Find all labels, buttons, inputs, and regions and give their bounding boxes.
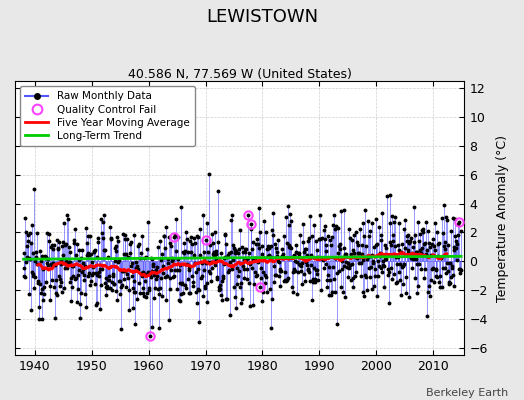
Title: 40.586 N, 77.569 W (United States): 40.586 N, 77.569 W (United States) [128,68,352,81]
Legend: Raw Monthly Data, Quality Control Fail, Five Year Moving Average, Long-Term Tren: Raw Monthly Data, Quality Control Fail, … [20,86,194,146]
Text: Berkeley Earth: Berkeley Earth [426,388,508,398]
Text: LEWISTOWN: LEWISTOWN [206,8,318,26]
Y-axis label: Temperature Anomaly (°C): Temperature Anomaly (°C) [496,134,509,302]
